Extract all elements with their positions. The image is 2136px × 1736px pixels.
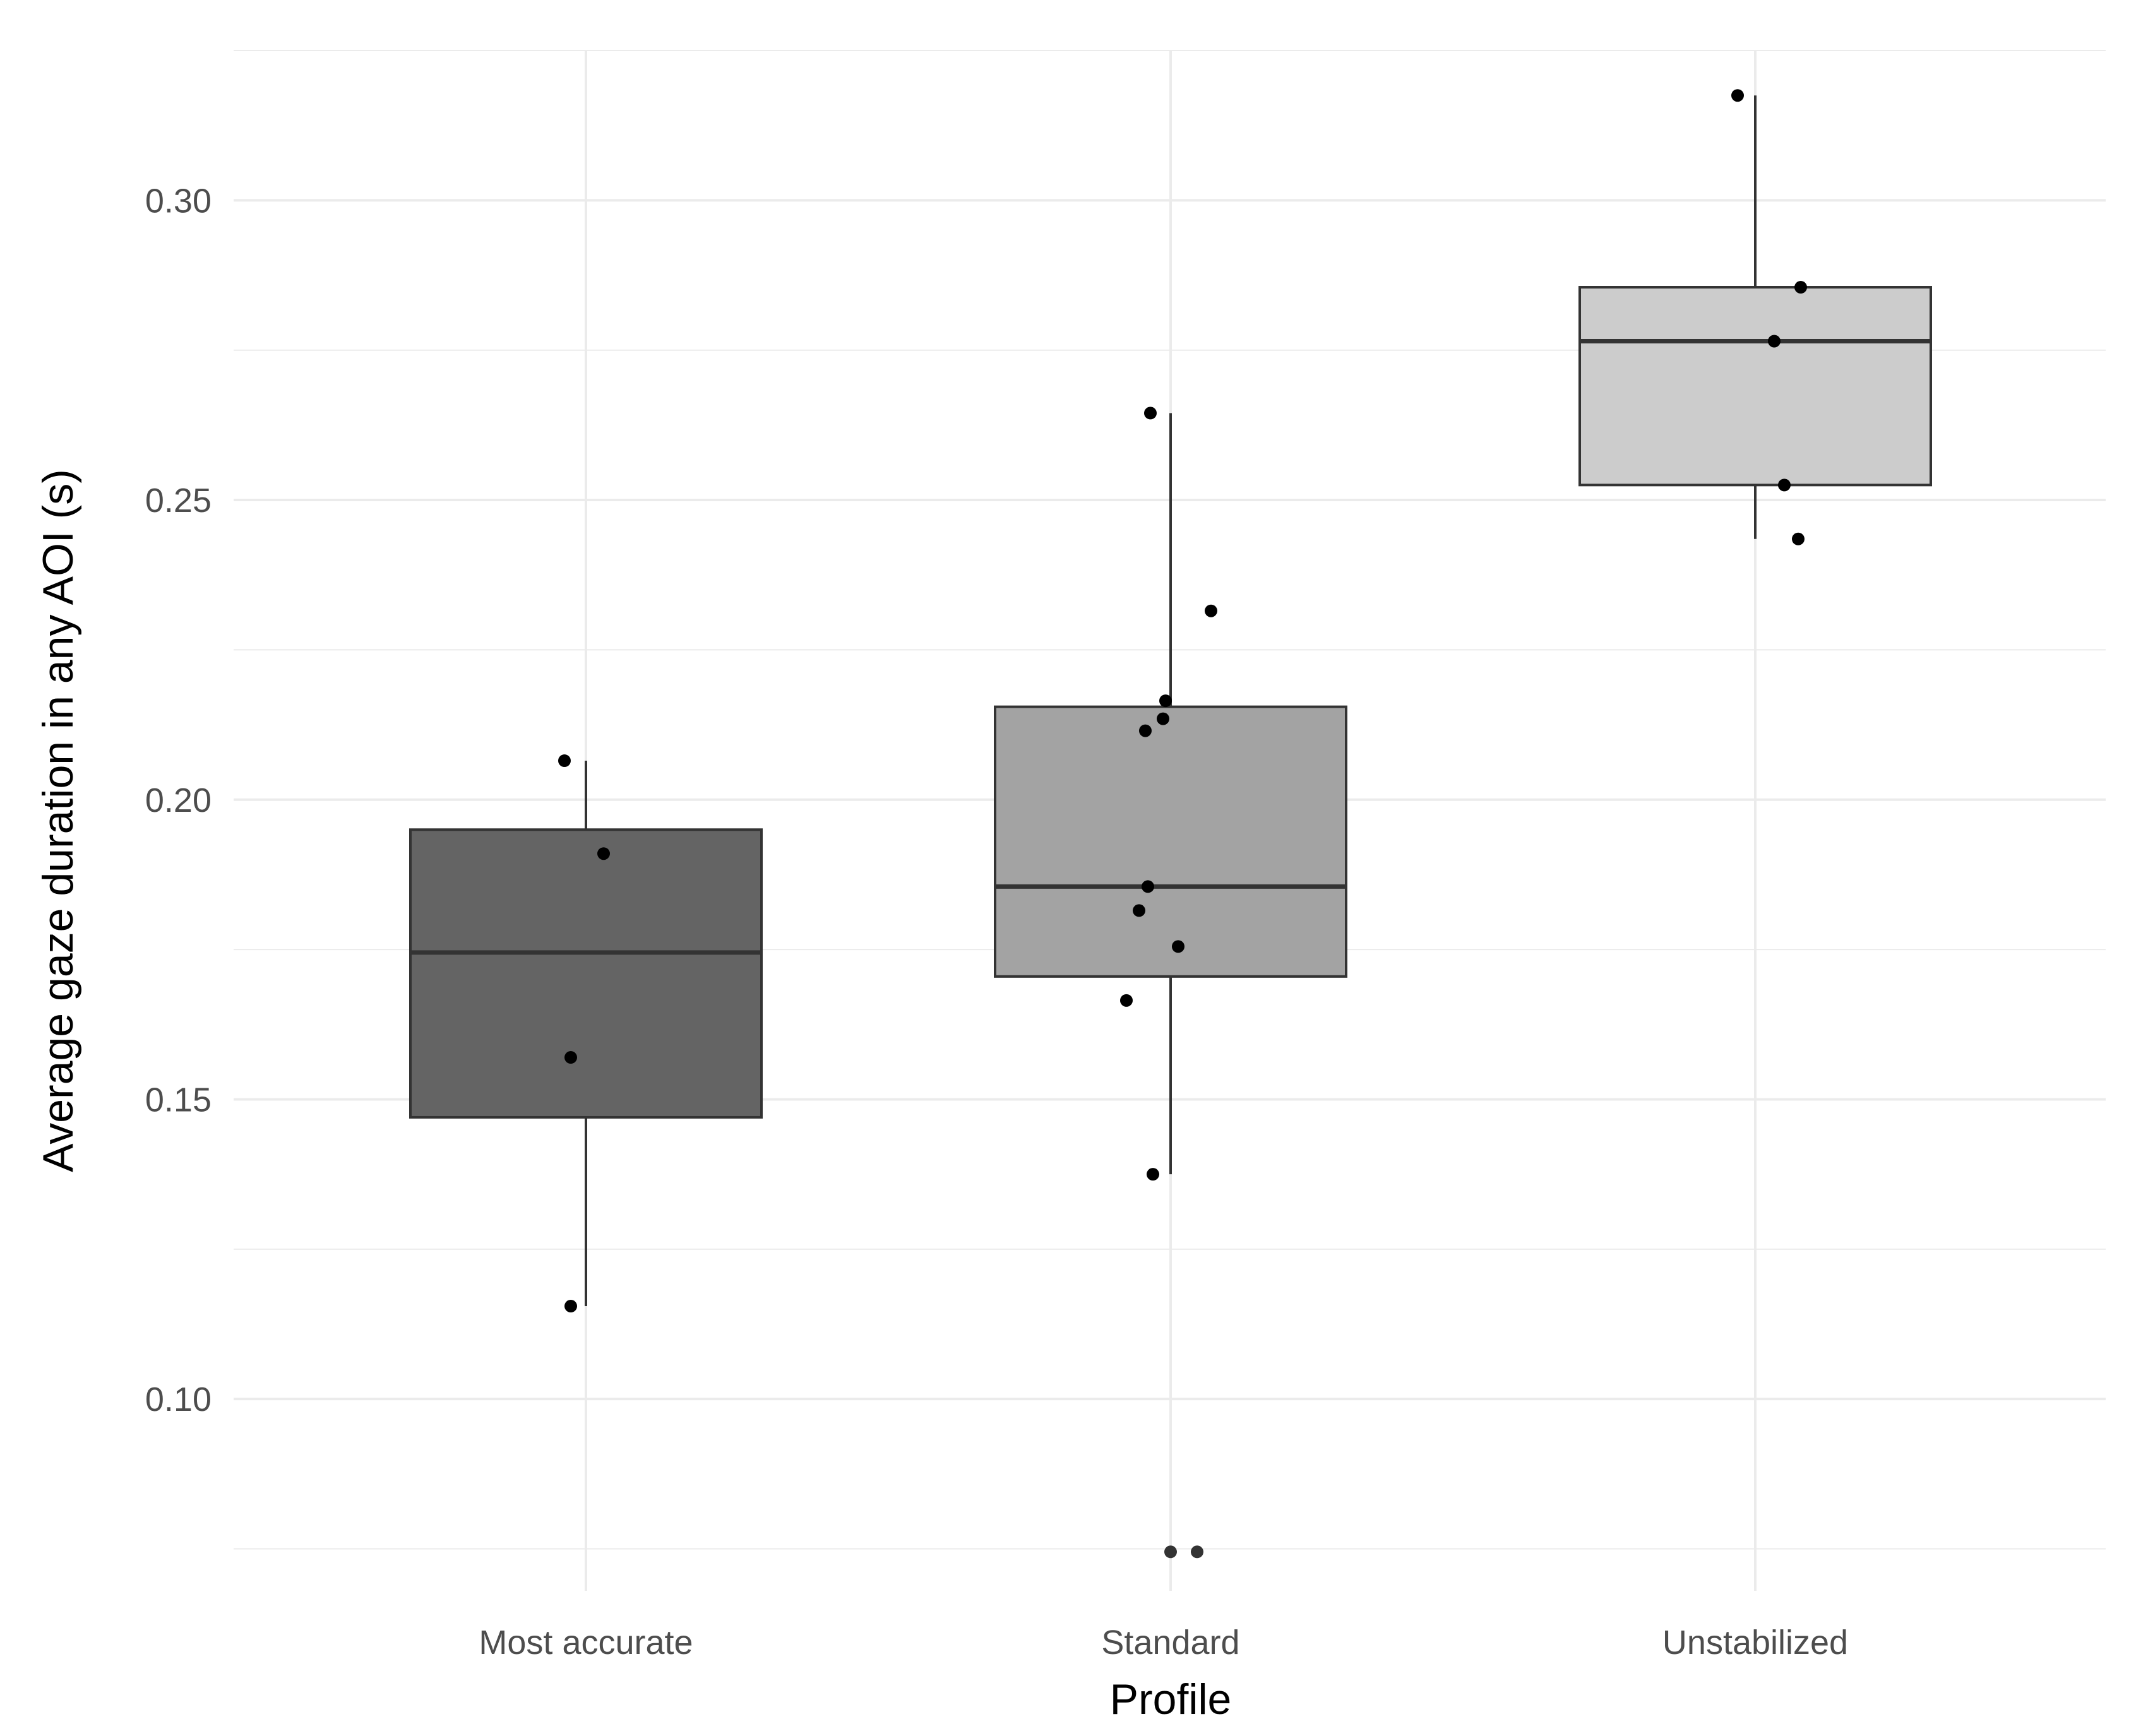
data-point [1778,479,1791,492]
y-tick-label: 0.25 [145,482,212,520]
data-point [1144,407,1157,420]
outlier-point [1191,1545,1203,1559]
x-tick-label: Standard [1101,1624,1239,1662]
y-tick-label: 0.30 [145,182,212,220]
data-point [1205,604,1217,617]
box-plots [409,95,1932,1307]
x-tick-label: Most accurate [479,1624,693,1662]
data-point [564,1051,577,1064]
box-3 [1578,95,1932,539]
data-point [1157,712,1169,725]
box-1 [409,761,763,1307]
x-axis-title: Profile [1110,1675,1232,1723]
y-tick-label: 0.20 [145,782,212,819]
data-point [1792,532,1805,545]
data-point [1159,694,1172,708]
y-tick-label: 0.15 [145,1081,212,1119]
data-point [1139,724,1152,737]
outlier-point [1164,1545,1177,1559]
y-axis-ticks: 0.10 0.15 0.20 0.25 0.30 [145,182,212,1418]
data-point [1147,1168,1159,1181]
y-tick-label: 0.10 [145,1381,212,1418]
y-axis-title: Average gaze duration in any AOI (s) [34,469,82,1172]
box-body [1578,286,1932,487]
x-axis-ticks: Most accurate Standard Unstabilized [479,1624,1848,1662]
data-points [558,89,1807,1559]
box-2 [994,413,1347,1175]
data-point [1120,994,1133,1007]
data-point [1731,89,1744,102]
box-body [994,705,1347,978]
data-point [558,754,571,768]
data-point [1768,335,1781,348]
data-point [1794,281,1807,294]
data-point [597,847,610,860]
box-body [409,828,763,1119]
data-point [1142,880,1154,893]
data-point [1172,940,1184,953]
x-tick-label: Unstabilized [1662,1624,1848,1662]
data-point [1133,904,1145,917]
data-point [564,1300,577,1313]
